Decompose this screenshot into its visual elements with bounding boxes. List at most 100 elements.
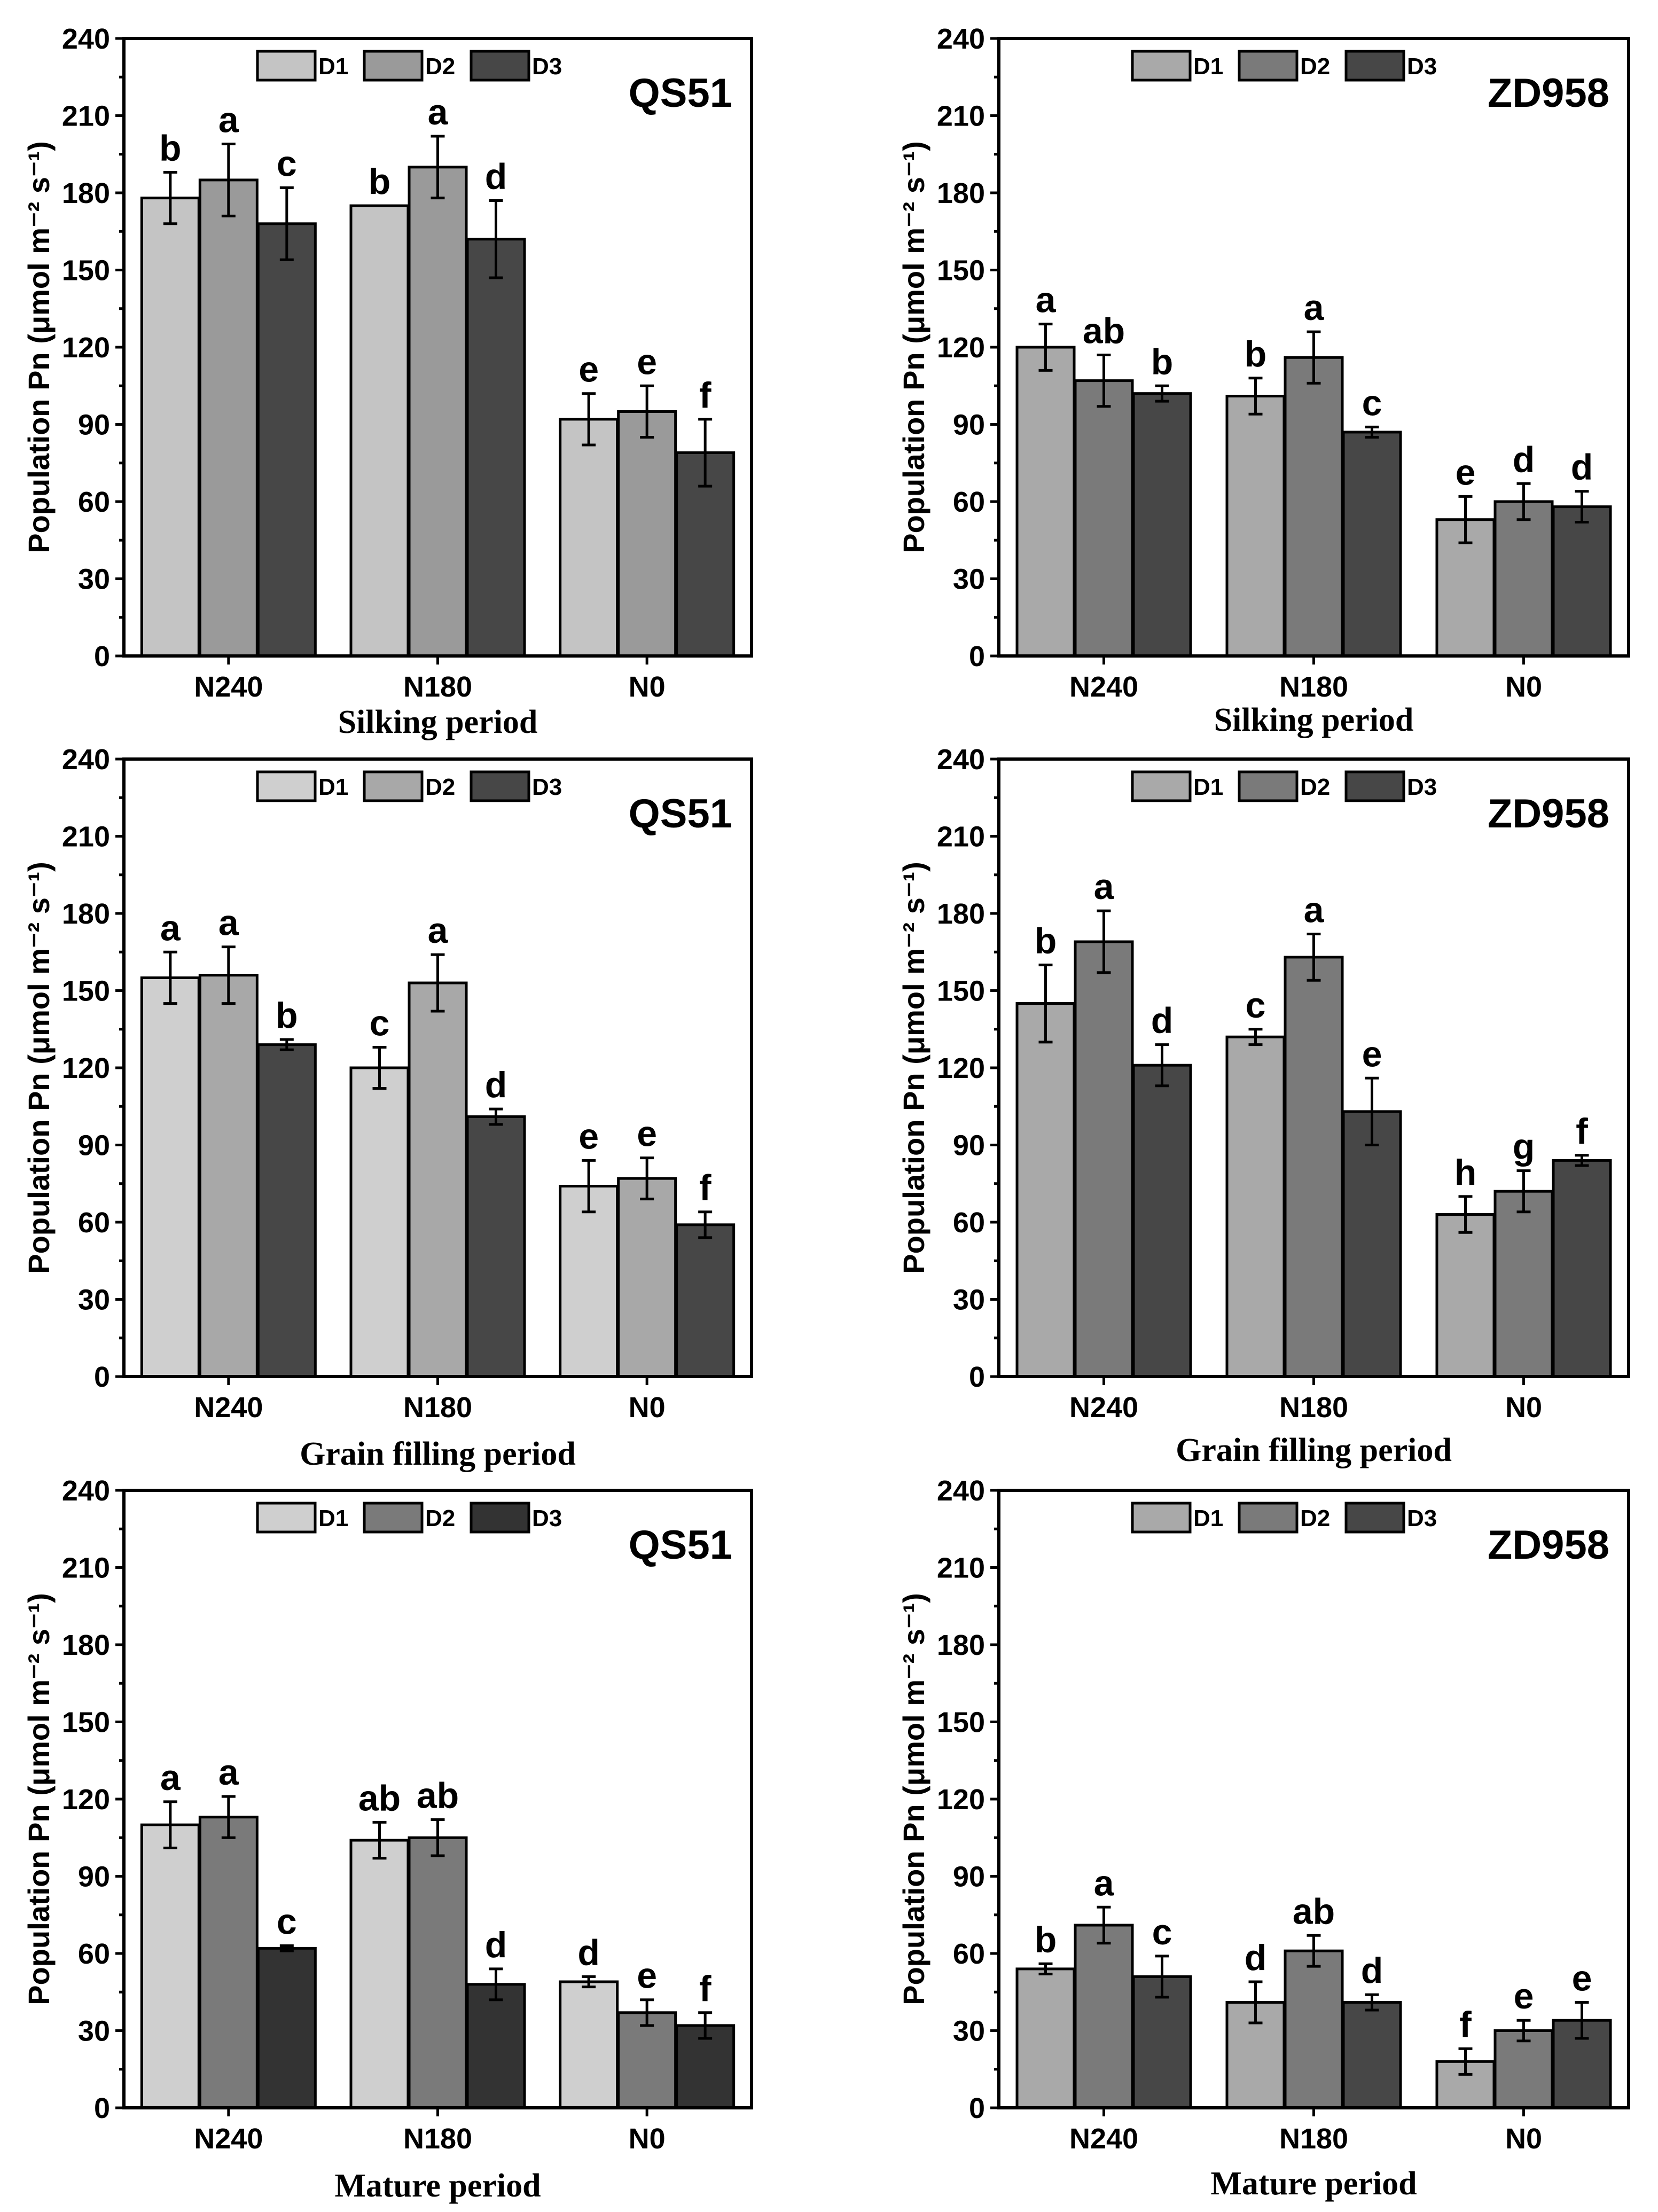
legend: D1 D2 D3 [1131,770,1437,802]
x-tick-label-n0: N0 [1505,1392,1542,1424]
y-tick-label: 240 [937,744,985,776]
significance-letter: e [578,1116,599,1156]
y-tick-label: 210 [62,100,110,132]
x-axis-label: Grain filling period [1176,1432,1452,1468]
legend-swatch-d2 [1238,50,1299,82]
error-bar-n240-d1 [1038,963,1053,1044]
legend: D1 D2 D3 [256,1502,562,1534]
bar-n240-d2 [1074,379,1134,658]
y-tick-label: 30 [78,2015,110,2047]
legend-swatch-d2 [363,50,424,82]
y-tick-label: 30 [953,1284,985,1316]
significance-letter: ab [417,1776,459,1816]
x-tick-label-n180: N180 [1279,671,1348,703]
bar-n240-d1 [1015,346,1076,658]
y-tick-label: 210 [937,100,985,132]
error-bar-n0-d2 [640,1156,654,1201]
y-tick-label: 60 [78,486,110,518]
bar-n180-d2 [1284,1949,1344,2109]
y-axis-label: Population Pn (μmol m⁻² s⁻¹) [897,141,930,553]
error-bar-n180-d3 [1365,1993,1379,2012]
panel-title: QS51 [629,1522,732,1568]
bar-n240-d2 [198,1816,259,2109]
legend-label-d1: D1 [1193,1505,1223,1531]
error-bar-n240-d2 [221,945,236,1005]
significance-letter: a [1094,866,1115,907]
significance-letter: d [485,156,507,197]
error-bar-n240-d2 [1097,909,1111,974]
bar-n0-d1 [559,1980,619,2109]
error-bar-n0-d2 [1516,482,1531,521]
legend: D1 D2 D3 [256,770,562,802]
bar-n180-d3 [1342,2001,1402,2109]
bar-n0-d1 [559,1185,619,1378]
y-axis-label: Population Pn (μmol m⁻² s⁻¹) [22,1593,56,2005]
legend: D1 D2 D3 [256,50,562,82]
significance-letter: a [218,99,239,140]
y-tick-label: 90 [78,409,110,441]
y-tick-label: 120 [62,332,110,364]
bar-n240-d2 [198,178,259,658]
legend-label-d2: D2 [1300,1505,1330,1531]
legend-label-d2: D2 [1300,53,1330,80]
legend-label-d1: D1 [318,774,348,800]
x-tick-label-n240: N240 [194,1392,263,1424]
legend-swatch-d2 [363,770,424,802]
significance-letter: f [1576,1111,1588,1152]
y-tick-label: 150 [62,975,110,1007]
error-bar-n0-d3 [1575,490,1589,524]
x-tick-label-n240: N240 [1069,2123,1138,2155]
error-bar-n180-d2 [431,1818,445,1857]
legend-swatch-d2 [363,1502,424,1534]
y-tick-label: 60 [78,1938,110,1970]
y-tick-label: 180 [62,177,110,209]
legend-swatch-d3 [470,1502,530,1534]
error-bar-n180-d3 [1365,425,1379,439]
bar-n180-d3 [1342,1110,1402,1378]
significance-letter: e [1362,1034,1382,1074]
significance-letter: a [218,903,239,943]
x-tick-label-n0: N0 [629,671,666,703]
y-tick-label: 120 [937,1784,985,1816]
y-tick-label: 90 [78,1130,110,1162]
bar-n0-d2 [617,410,677,658]
x-tick-label-n180: N180 [403,1392,472,1424]
significance-letter: ab [1083,310,1125,351]
significance-letter: d [1513,439,1535,480]
significance-letter: a [218,1752,239,1793]
significance-letter: c [370,1003,390,1043]
significance-letter: e [1456,452,1476,493]
y-tick-label: 210 [937,1552,985,1584]
y-axis-label: Population Pn (μmol m⁻² s⁻¹) [897,1593,930,2005]
significance-letter: f [1459,2004,1472,2045]
legend: D1 D2 D3 [1131,1502,1437,1534]
bar-n180-d2 [408,981,468,1378]
y-tick-label: 120 [62,1784,110,1816]
legend-swatch-d3 [1344,1502,1405,1534]
error-bar-n180-d3 [489,199,503,279]
plot-frame [997,37,1630,658]
panel-title: QS51 [629,71,732,116]
error-bar-n0-d3 [698,1210,713,1239]
plot-frame [122,37,753,658]
y-tick-label: 240 [62,1475,110,1507]
error-bar-n240-d3 [279,1038,294,1051]
significance-letter: d [485,1925,507,1965]
bar-n180-d1 [349,1839,410,2109]
significance-letter: f [699,375,711,416]
significance-letter: c [277,143,297,184]
legend-label-d2: D2 [425,1505,455,1531]
error-bar-n240-d1 [1038,1962,1053,1976]
bar-n240-d3 [256,222,317,658]
x-tick-label-n240: N240 [194,671,263,703]
significance-letter: d [1151,1001,1174,1041]
panel-title: QS51 [629,791,732,837]
significance-letter: a [428,92,449,132]
plot-frame [997,757,1630,1378]
significance-letter: a [160,1757,181,1798]
x-tick-label-n0: N0 [629,2123,666,2155]
bar-n240-d3 [1132,392,1192,658]
